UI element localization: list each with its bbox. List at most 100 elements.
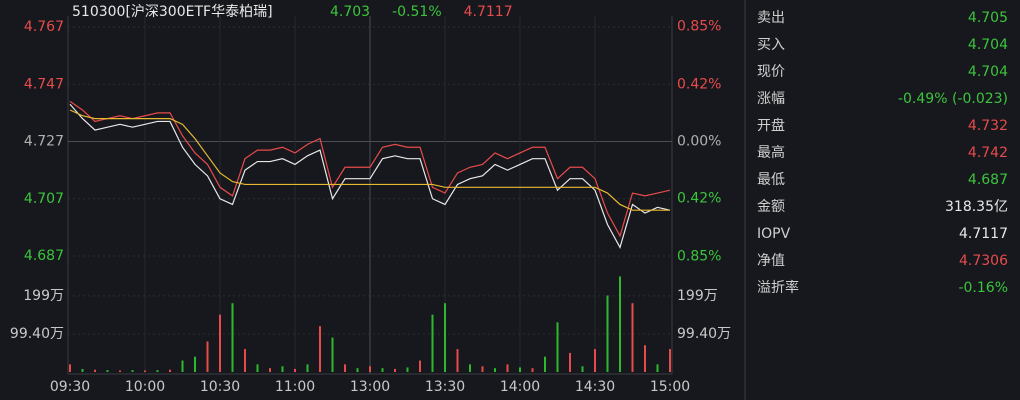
x-tick-label: 11:00: [275, 379, 315, 395]
volume-bar: [406, 367, 409, 372]
price-line: [69, 100, 671, 238]
quote-label: 最高: [757, 144, 785, 161]
volume-bar: [444, 303, 446, 372]
x-tick-label: 09:30: [50, 379, 90, 395]
volume-bar: [144, 370, 146, 372]
quote-value: 4.704: [968, 37, 1008, 53]
volume-bar: [106, 370, 109, 372]
volume-bar: [494, 368, 496, 372]
volume-bar: [344, 364, 346, 372]
volume-bar: [169, 369, 171, 372]
volume-bar: [281, 366, 284, 372]
quote-value: 4.7117: [959, 226, 1008, 242]
volume-bar: [381, 368, 384, 372]
header-value: -0.51%: [392, 4, 442, 20]
x-tick-label: 15:00: [650, 379, 690, 395]
volume-bar: [469, 364, 471, 372]
quote-value: 4.687: [968, 172, 1008, 188]
y2-tick-label: 0.85%: [677, 18, 721, 34]
y2-tick-label: 0.42%: [677, 190, 721, 206]
volume-tick-label: 199万: [677, 288, 718, 304]
volume-bar: [594, 349, 596, 372]
volume-bar: [219, 314, 221, 372]
header-value: 4.703: [330, 4, 370, 20]
x-tick-label: 13:30: [425, 379, 465, 395]
quote-label: 净值: [757, 253, 785, 269]
x-tick-label: 14:00: [500, 379, 540, 395]
y2-tick-label: 0.85%: [677, 249, 721, 265]
volume-bar: [356, 368, 359, 372]
volume-bar: [206, 341, 209, 372]
volume-bar: [69, 364, 71, 372]
y-tick-label: 4.747: [24, 76, 64, 92]
quote-value: 4.732: [968, 118, 1008, 134]
volume-bar: [431, 314, 434, 372]
quote-label: 现价: [757, 64, 785, 80]
volume-tick-label: 99.40万: [677, 326, 731, 342]
volume-bar: [319, 326, 321, 372]
volume-bar: [244, 349, 246, 372]
volume-bar: [194, 356, 196, 372]
chart-title: 510300[沪深300ETF华泰柏瑞]: [72, 4, 273, 20]
volume-bar: [569, 352, 571, 372]
volume-tick-label: 199万: [23, 288, 64, 304]
y-tick-label: 4.687: [24, 248, 64, 264]
quote-label: 买入: [757, 37, 785, 53]
quote-label: IOPV: [757, 226, 791, 242]
volume-bar: [556, 322, 559, 372]
volume-bar: [669, 349, 671, 372]
y-tick-label: 4.707: [24, 191, 64, 207]
volume-bar: [544, 356, 546, 372]
y-tick-label: 4.727: [24, 134, 64, 150]
volume-bar: [156, 370, 159, 372]
quote-value: 318.35亿: [945, 199, 1008, 215]
quote-value: -0.16%: [958, 280, 1008, 296]
volume-bar: [531, 368, 534, 372]
volume-bar: [181, 360, 184, 372]
x-tick-label: 13:00: [350, 379, 390, 395]
volume-bar: [581, 366, 584, 372]
volume-bar: [394, 368, 396, 372]
volume-bar: [131, 370, 134, 372]
quote-label: 最低: [757, 172, 785, 188]
volume-tick-label: 99.40万: [10, 326, 64, 342]
volume-bar: [256, 364, 259, 372]
volume-bar: [369, 366, 371, 372]
quote-label: 涨幅: [757, 91, 785, 107]
x-tick-label: 14:30: [575, 379, 615, 395]
volume-bar: [306, 364, 309, 372]
volume-bar: [119, 370, 121, 372]
volume-bar: [619, 276, 621, 372]
volume-bar: [644, 345, 646, 372]
volume-bar: [331, 337, 334, 372]
price-line: [69, 109, 670, 211]
x-tick-label: 10:00: [125, 379, 165, 395]
volume-bar: [481, 366, 484, 372]
volume-bar: [656, 364, 659, 372]
quote-label: 开盘: [757, 117, 785, 134]
quote-value: 4.704: [968, 64, 1008, 80]
header-value: 4.7117: [464, 4, 513, 20]
quote-value: 4.7306: [959, 253, 1008, 269]
volume-bar: [631, 303, 634, 372]
x-tick-label: 10:30: [200, 379, 240, 395]
quote-value: -0.49% (-0.023): [898, 91, 1008, 107]
price-line: [69, 103, 671, 249]
volume-bar: [606, 295, 609, 372]
volume-bar: [269, 368, 271, 372]
y2-tick-label: 0.42%: [677, 77, 721, 93]
volume-bar: [81, 368, 84, 372]
volume-bar: [294, 368, 296, 372]
volume-bar: [456, 349, 459, 372]
quote-value: 4.705: [968, 10, 1008, 26]
y-tick-label: 4.767: [24, 19, 64, 35]
quote-label: 卖出: [757, 10, 785, 26]
volume-bar: [419, 360, 421, 372]
volume-bar: [231, 303, 234, 372]
volume-bar: [94, 369, 96, 372]
quote-label: 溢折率: [757, 279, 799, 296]
quote-label: 金额: [757, 199, 785, 215]
quote-value: 4.742: [968, 145, 1008, 161]
